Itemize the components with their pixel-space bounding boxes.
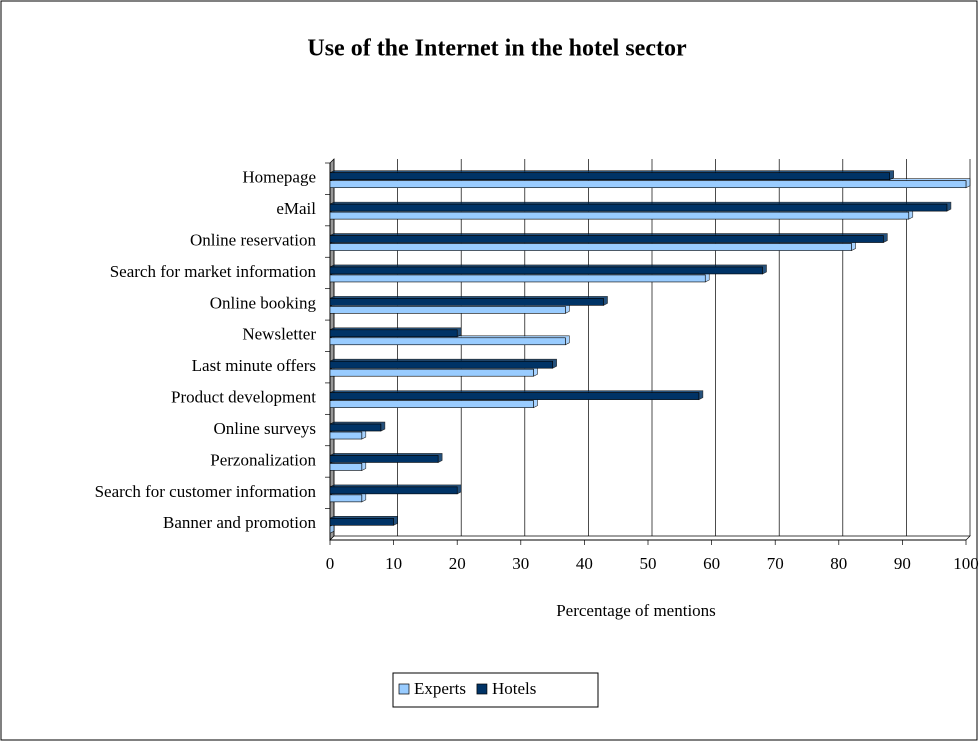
x-tick-label: 90 [894,554,911,573]
y-tick-label: Last minute offers [192,356,316,375]
x-tick-label: 0 [326,554,335,573]
bar [329,274,706,283]
y-tick-label: Online booking [210,293,317,312]
y-tick-label: Search for customer information [95,482,317,501]
bar [329,306,566,314]
bar [329,392,700,400]
bar [329,494,363,503]
x-tick-label: 10 [385,554,402,573]
bar [329,329,458,338]
bar [329,337,566,346]
bar [329,203,948,212]
x-tick-label: 100 [953,554,979,573]
y-tick-label: Newsletter [242,325,316,344]
floor [329,535,971,541]
y-tick-label: Online surveys [214,419,316,438]
x-tick-label: 30 [512,554,529,573]
x-axis-label: Percentage of mentions [556,601,716,620]
bar [329,235,884,243]
bar [329,463,363,471]
legend-swatch [476,683,488,695]
y-tick-label: eMail [276,199,316,218]
bar [329,211,910,220]
bar [329,400,534,408]
legend-label: Experts [414,679,466,698]
x-tick-label: 40 [576,554,593,573]
x-tick-label: 60 [703,554,720,573]
legend-label: Hotels [492,679,536,698]
bar [329,423,382,432]
x-tick-label: 80 [830,554,847,573]
bar [329,455,439,463]
bar [329,243,852,251]
chart-title: Use of the Internet in the hotel sector [307,36,687,62]
y-tick-label: Banner and promotion [163,513,316,532]
y-tick-label: Perzonalization [210,450,316,469]
y-tick-label: Homepage [242,168,316,187]
bar [329,368,534,377]
bar [329,266,763,275]
legend-swatch [398,683,410,695]
bar [329,298,604,306]
y-tick-label: Online reservation [190,230,317,249]
bar [329,180,967,189]
x-tick-label: 50 [640,554,657,573]
bar [329,172,890,181]
y-tick-label: Product development [171,388,316,407]
y-tick-label: Search for market information [110,262,317,281]
bar [329,517,394,526]
bar [329,360,553,369]
bar [329,486,458,495]
x-tick-label: 20 [449,554,466,573]
bar [329,431,363,440]
x-tick-label: 70 [767,554,784,573]
legend-box [392,672,599,708]
